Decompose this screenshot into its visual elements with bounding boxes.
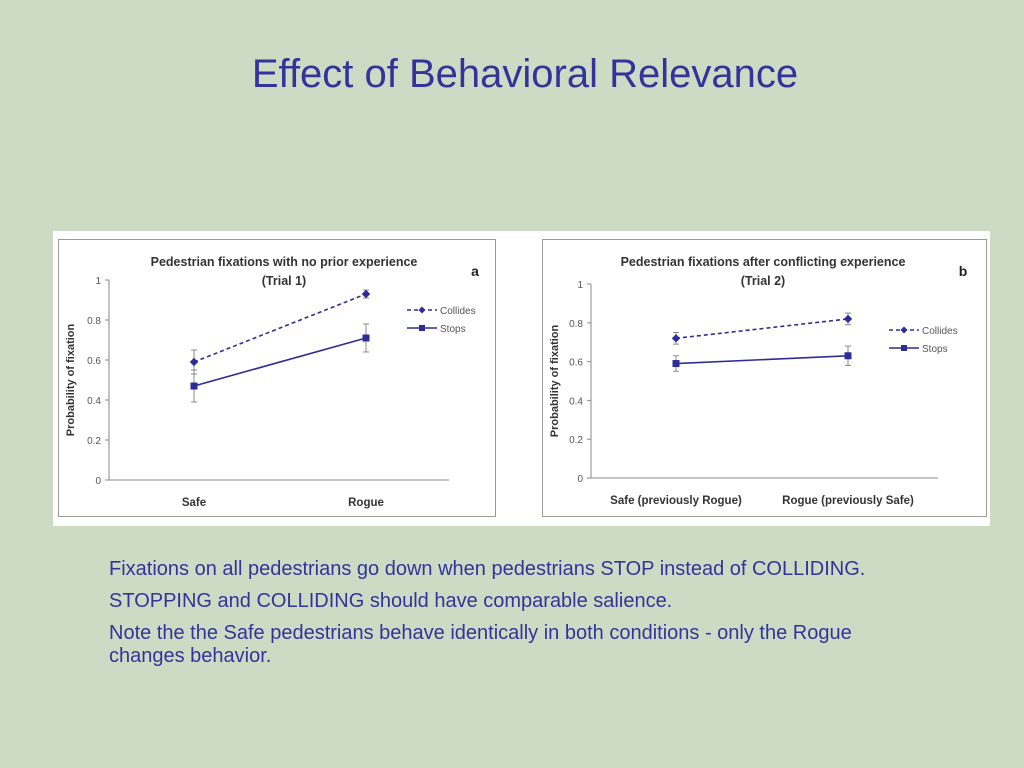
y-tick-label: 0.4 bbox=[87, 396, 101, 407]
slide-title: Effect of Behavioral Relevance bbox=[251, 52, 799, 96]
x-category-label: Safe (previously Rogue) bbox=[610, 495, 742, 507]
body-paragraph-2: STOPPING and COLLIDING should have compa… bbox=[109, 590, 673, 612]
chart-b-svg: Pedestrian fixations after conflicting e… bbox=[549, 255, 968, 507]
y-tick-label: 0.6 bbox=[569, 358, 583, 369]
y-tick-label: 0 bbox=[95, 476, 101, 487]
series-line-stops bbox=[675, 354, 849, 365]
chart-subtitle: (Trial 1) bbox=[262, 274, 306, 288]
legend-label-collides: Collides bbox=[922, 326, 958, 337]
body-paragraph-3: Note the the Safe pedestrians behave ide… bbox=[109, 622, 852, 667]
legend-label-stops: Stops bbox=[440, 324, 466, 335]
y-tick-label: 1 bbox=[95, 276, 101, 287]
y-tick-label: 0.8 bbox=[569, 319, 583, 330]
y-tick-label: 0.2 bbox=[87, 436, 101, 447]
chart-panel-a: Pedestrian fixations with no prior exper… bbox=[58, 239, 496, 517]
legend-marker-stops bbox=[419, 325, 425, 331]
y-axis-label: Probability of fixation bbox=[65, 323, 77, 436]
legend-label-stops: Stops bbox=[922, 344, 948, 355]
y-tick-label: 0.2 bbox=[569, 435, 583, 446]
panel-letter: b bbox=[959, 263, 968, 279]
data-point-stops bbox=[362, 334, 370, 342]
figure-strip: Pedestrian fixations with no prior exper… bbox=[53, 231, 990, 526]
chart-a-svg: Pedestrian fixations with no prior exper… bbox=[65, 255, 479, 509]
body-paragraph-1: Fixations on all pedestrians go down whe… bbox=[109, 558, 866, 580]
y-tick-label: 0.4 bbox=[569, 396, 583, 407]
legend-label-collides: Collides bbox=[440, 306, 476, 317]
data-point-collides bbox=[843, 314, 853, 324]
x-category-label: Safe bbox=[182, 497, 206, 509]
data-point-collides bbox=[361, 289, 371, 299]
chart-title: Pedestrian fixations after conflicting e… bbox=[621, 255, 906, 269]
slide-body: Fixations on all pedestrians go down whe… bbox=[109, 558, 909, 677]
series-line-collides bbox=[193, 293, 367, 363]
chart-subtitle: (Trial 2) bbox=[741, 274, 785, 288]
chart-panel-b: Pedestrian fixations after conflicting e… bbox=[542, 239, 987, 517]
series-line-stops bbox=[193, 337, 367, 387]
chart-title: Pedestrian fixations with no prior exper… bbox=[151, 255, 418, 269]
legend-marker-collides bbox=[900, 326, 908, 334]
data-point-stops bbox=[844, 352, 852, 360]
y-axis-label: Probability of fixation bbox=[549, 324, 561, 437]
legend-marker-stops bbox=[901, 345, 907, 351]
y-tick-label: 0.8 bbox=[87, 316, 101, 327]
y-tick-label: 0.6 bbox=[87, 356, 101, 367]
data-point-stops bbox=[190, 382, 198, 390]
x-category-label: Rogue (previously Safe) bbox=[782, 495, 914, 507]
panel-letter: a bbox=[471, 263, 479, 279]
x-category-label: Rogue bbox=[348, 497, 384, 509]
series-line-collides bbox=[675, 318, 849, 340]
legend-marker-collides bbox=[418, 306, 426, 314]
y-tick-label: 0 bbox=[577, 474, 583, 485]
data-point-collides bbox=[671, 334, 681, 343]
data-point-collides bbox=[189, 357, 199, 367]
data-point-stops bbox=[672, 360, 680, 368]
y-tick-label: 1 bbox=[577, 280, 583, 291]
